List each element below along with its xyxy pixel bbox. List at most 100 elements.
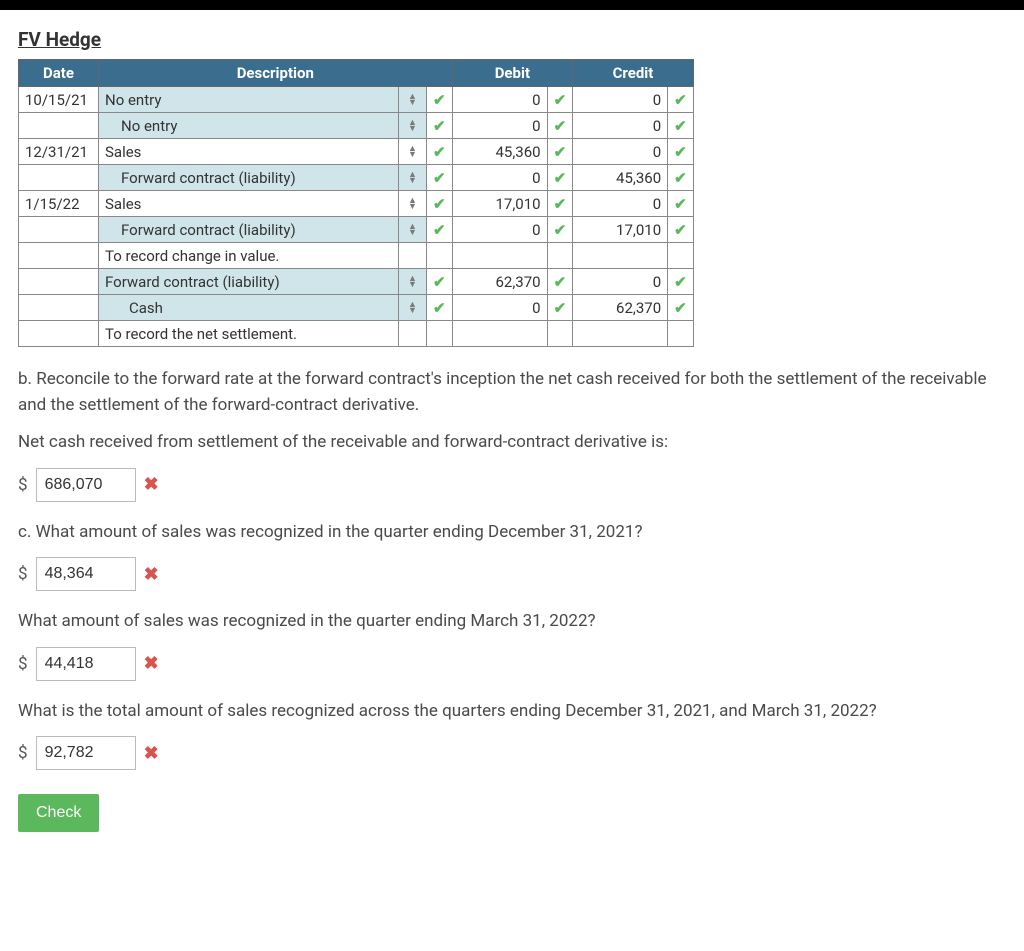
incorrect-icon: ✖ <box>144 564 159 585</box>
cell-credit <box>573 243 668 269</box>
correct-icon: ✔ <box>668 269 694 295</box>
cell-debit: 0 <box>452 87 547 113</box>
correct-icon: ✔ <box>427 295 453 321</box>
cell-description: No entry <box>99 87 399 113</box>
correct-icon: ✔ <box>427 165 453 191</box>
cell-credit <box>573 321 668 347</box>
currency-symbol: $ <box>18 654 28 674</box>
correct-icon: ✔ <box>668 87 694 113</box>
sort-icon[interactable]: ▲▼ <box>399 217 427 243</box>
cell-description: To record change in value. <box>99 243 399 269</box>
question-b-subtext: Net cash received from settlement of the… <box>18 430 1006 456</box>
cell-date: 12/31/21 <box>19 139 99 165</box>
correct-icon: ✔ <box>668 295 694 321</box>
correct-icon: ✔ <box>547 295 573 321</box>
answer-row-c2: $ ✖ <box>18 647 1006 681</box>
cell-credit: 0 <box>573 269 668 295</box>
sort-icon[interactable]: ▲▼ <box>399 165 427 191</box>
question-c-text: c. What amount of sales was recognized i… <box>18 520 1006 546</box>
currency-symbol: $ <box>18 475 28 495</box>
sort-icon[interactable]: ▲▼ <box>399 87 427 113</box>
table-row: Forward contract (liability)▲▼✔0✔17,010✔ <box>19 217 694 243</box>
answer-row-c: $ ✖ <box>18 557 1006 591</box>
cell-credit: 0 <box>573 113 668 139</box>
table-row: 12/31/21Sales▲▼✔45,360✔0✔ <box>19 139 694 165</box>
correct-icon <box>427 321 453 347</box>
col-header-date: Date <box>19 60 99 87</box>
cell-description: Forward contract (liability) <box>99 217 399 243</box>
cell-description: Sales <box>99 191 399 217</box>
correct-icon: ✔ <box>547 217 573 243</box>
answer-input-b[interactable] <box>36 468 136 502</box>
cell-date: 1/15/22 <box>19 191 99 217</box>
cell-date <box>19 243 99 269</box>
cell-date <box>19 165 99 191</box>
incorrect-icon: ✖ <box>144 743 159 764</box>
correct-icon <box>427 243 453 269</box>
question-c2-text: What amount of sales was recognized in t… <box>18 609 1006 635</box>
cell-debit: 0 <box>452 113 547 139</box>
cell-date <box>19 217 99 243</box>
answer-input-c3[interactable] <box>36 736 136 770</box>
cell-credit: 0 <box>573 139 668 165</box>
correct-icon: ✔ <box>427 269 453 295</box>
correct-icon <box>668 243 694 269</box>
cell-debit: 0 <box>452 165 547 191</box>
sort-icon[interactable]: ▲▼ <box>399 269 427 295</box>
sort-icon[interactable]: ▲▼ <box>399 139 427 165</box>
cell-date <box>19 269 99 295</box>
question-c3-text: What is the total amount of sales recogn… <box>18 699 1006 725</box>
cell-description: To record the net settlement. <box>99 321 399 347</box>
cell-debit: 45,360 <box>452 139 547 165</box>
cell-description: Sales <box>99 139 399 165</box>
answer-row-c3: $ ✖ <box>18 736 1006 770</box>
correct-icon: ✔ <box>547 269 573 295</box>
cell-debit: 0 <box>452 295 547 321</box>
cell-date <box>19 295 99 321</box>
correct-icon: ✔ <box>547 165 573 191</box>
table-row: 1/15/22Sales▲▼✔17,010✔0✔ <box>19 191 694 217</box>
cell-debit: 0 <box>452 217 547 243</box>
check-button[interactable]: Check <box>18 794 99 832</box>
sort-icon <box>399 243 427 269</box>
correct-icon: ✔ <box>427 113 453 139</box>
table-row: Forward contract (liability)▲▼✔0✔45,360✔ <box>19 165 694 191</box>
table-row: 10/15/21No entry▲▼✔0✔0✔ <box>19 87 694 113</box>
correct-icon: ✔ <box>547 113 573 139</box>
cell-description: Cash <box>99 295 399 321</box>
correct-icon <box>547 321 573 347</box>
cell-credit: 0 <box>573 87 668 113</box>
cell-date: 10/15/21 <box>19 87 99 113</box>
correct-icon <box>668 321 694 347</box>
answer-input-c[interactable] <box>36 557 136 591</box>
cell-debit <box>452 321 547 347</box>
cell-date <box>19 321 99 347</box>
sort-icon[interactable]: ▲▼ <box>399 113 427 139</box>
table-row: To record change in value. <box>19 243 694 269</box>
table-row: To record the net settlement. <box>19 321 694 347</box>
correct-icon: ✔ <box>547 87 573 113</box>
sort-icon <box>399 321 427 347</box>
correct-icon: ✔ <box>668 191 694 217</box>
answer-input-c2[interactable] <box>36 647 136 681</box>
cell-credit: 45,360 <box>573 165 668 191</box>
cell-credit: 17,010 <box>573 217 668 243</box>
correct-icon <box>547 243 573 269</box>
col-header-description: Description <box>99 60 453 87</box>
correct-icon: ✔ <box>668 113 694 139</box>
correct-icon: ✔ <box>668 165 694 191</box>
sort-icon[interactable]: ▲▼ <box>399 191 427 217</box>
table-row: Cash▲▼✔0✔62,370✔ <box>19 295 694 321</box>
cell-credit: 62,370 <box>573 295 668 321</box>
answer-row-b: $ ✖ <box>18 468 1006 502</box>
cell-description: No entry <box>99 113 399 139</box>
sort-icon[interactable]: ▲▼ <box>399 295 427 321</box>
cell-description: Forward contract (liability) <box>99 269 399 295</box>
correct-icon: ✔ <box>547 191 573 217</box>
cell-date <box>19 113 99 139</box>
cell-debit: 62,370 <box>452 269 547 295</box>
incorrect-icon: ✖ <box>144 474 159 495</box>
correct-icon: ✔ <box>427 139 453 165</box>
correct-icon: ✔ <box>668 217 694 243</box>
question-b-text: b. Reconcile to the forward rate at the … <box>18 367 1006 418</box>
